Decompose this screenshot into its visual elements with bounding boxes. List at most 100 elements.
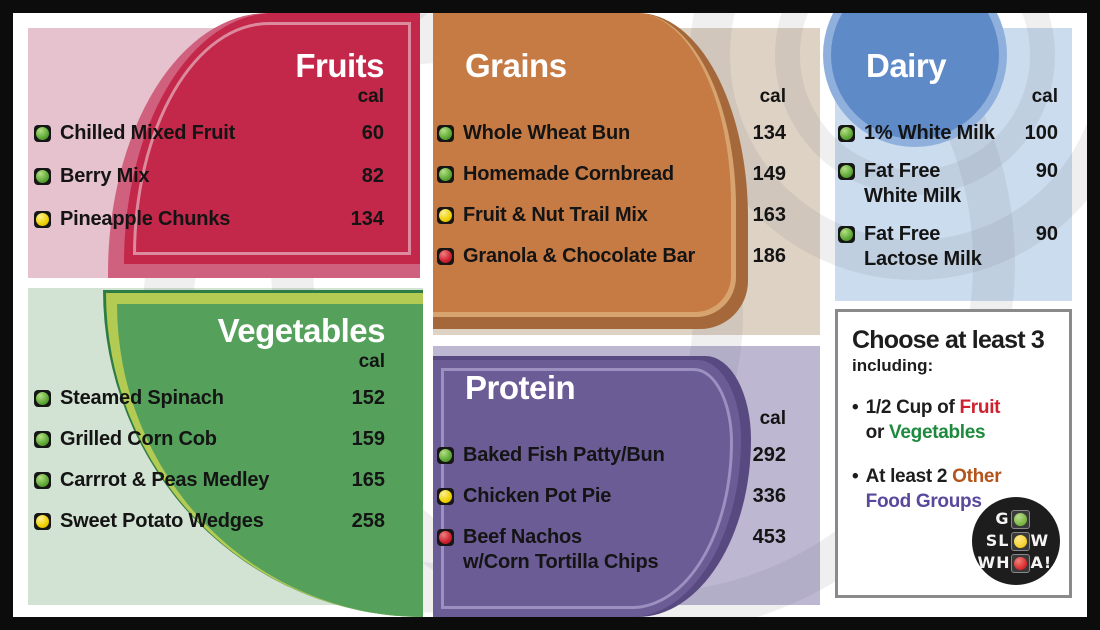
rule-text-part: At least 2 (865, 466, 953, 487)
item-calories: 90 (1035, 223, 1058, 245)
grains-item-list: Whole Wheat Bun 134 Homemade Cornbread 1… (437, 121, 786, 269)
logo-text: SL (985, 531, 1010, 550)
poster-frame: Fruits cal Chilled Mixed Fruit 60 Berry … (13, 13, 1087, 617)
fruits-item-list: Chilled Mixed Fruit 60 Berry Mix 82 Pine… (34, 121, 384, 232)
item-calories: 163 (752, 204, 786, 226)
item-name: Pineapple Chunks (60, 208, 231, 230)
item-calories: 82 (361, 165, 384, 187)
menu-item: Fat Free White Milk 90 (838, 159, 1058, 209)
item-name: Homemade Cornbread (463, 163, 674, 185)
rules-title: Choose at least 3 (852, 326, 1045, 354)
bullet-icon: • (852, 466, 859, 487)
green-light-icon (34, 168, 51, 185)
vegetables-section: Vegetables cal Steamed Spinach 152 Grill… (28, 288, 423, 605)
item-calories: 134 (752, 122, 786, 144)
menu-item: Grilled Corn Cob 159 (34, 427, 385, 452)
item-name: Whole Wheat Bun (463, 122, 630, 144)
green-light-icon (34, 390, 51, 407)
yellow-traffic-light-icon (1010, 531, 1030, 551)
fruits-section: Fruits cal Chilled Mixed Fruit 60 Berry … (28, 28, 420, 278)
item-calories: 159 (351, 428, 385, 450)
green-light-icon (838, 163, 855, 180)
item-calories: 149 (752, 163, 786, 185)
menu-item: Steamed Spinach 152 (34, 386, 385, 411)
fruits-cal-header: cal (357, 86, 384, 107)
green-light-icon (437, 447, 454, 464)
vegetables-title: Vegetables (217, 312, 386, 349)
item-calories: 165 (351, 469, 385, 491)
item-calories: 100 (1024, 122, 1058, 144)
item-calories: 336 (752, 485, 786, 507)
item-name: Granola & Chocolate Bar (463, 245, 696, 267)
bullet-icon: • (852, 397, 859, 418)
logo-text: W (1030, 531, 1050, 550)
protein-title: Protein (465, 369, 576, 406)
logo-text: WH (977, 553, 1011, 572)
logo-text: G (995, 509, 1010, 528)
item-name: Beef Nachos w/Corn Tortilla Chips (463, 526, 659, 573)
menu-item: Baked Fish Patty/Bun 292 (437, 443, 786, 468)
item-name: Steamed Spinach (60, 387, 224, 409)
grains-section: Grains cal Whole Wheat Bun 134 Homemade … (433, 28, 820, 335)
item-name: Chilled Mixed Fruit (60, 122, 236, 144)
red-traffic-light-icon (1010, 553, 1030, 573)
fruits-title: Fruits (295, 47, 384, 84)
item-name: Grilled Corn Cob (60, 428, 217, 450)
item-name: Fruit & Nut Trail Mix (463, 204, 648, 226)
yellow-light-icon (34, 513, 51, 530)
item-name: Chicken Pot Pie (463, 485, 612, 507)
menu-item: Fat Free Lactose Milk 90 (838, 222, 1058, 272)
item-name: Carrrot & Peas Medley (60, 469, 270, 491)
green-light-icon (34, 472, 51, 489)
yellow-light-icon (437, 207, 454, 224)
rule-bullet: • 1/2 Cup of Fruit or Vegetables (852, 395, 1057, 445)
rule-text-vegetables: Vegetables (889, 422, 986, 443)
grains-title: Grains (465, 47, 567, 84)
red-light-icon (437, 529, 454, 546)
logo-row: G (978, 508, 1055, 530)
rule-bullet: • At least 2 Other Food Groups (852, 464, 1057, 514)
menu-item: Whole Wheat Bun 134 (437, 121, 786, 146)
menu-item: Carrrot & Peas Medley 165 (34, 468, 385, 493)
yellow-light-icon (34, 211, 51, 228)
rule-text-fruit: Fruit (959, 397, 1001, 418)
item-calories: 292 (752, 444, 786, 466)
dairy-cal-header: cal (1031, 86, 1058, 107)
green-light-icon (437, 125, 454, 142)
menu-item: Beef Nachos w/Corn Tortilla Chips 453 (437, 525, 786, 575)
dairy-title: Dairy (866, 47, 947, 84)
rule-text-food-groups: Food Groups (865, 491, 982, 512)
green-light-icon (34, 125, 51, 142)
item-name: 1% White Milk (864, 122, 995, 144)
menu-item: Chicken Pot Pie 336 (437, 484, 786, 509)
menu-item: Sweet Potato Wedges 258 (34, 509, 385, 534)
rule-text-other: Other (952, 466, 1002, 487)
item-name: Fat Free Lactose Milk (864, 223, 982, 270)
menu-item: Chilled Mixed Fruit 60 (34, 121, 384, 146)
menu-item: Fruit & Nut Trail Mix 163 (437, 203, 786, 228)
rule-text-part: or (865, 422, 890, 443)
item-calories: 60 (361, 122, 384, 144)
item-calories: 258 (351, 510, 385, 532)
logo-row: WH A! (978, 552, 1055, 574)
item-calories: 453 (752, 526, 786, 548)
item-name: Berry Mix (60, 165, 150, 187)
menu-item: 1% White Milk 100 (838, 121, 1058, 146)
rule-text-part: 1/2 Cup of (865, 397, 960, 418)
vegetables-item-list: Steamed Spinach 152 Grilled Corn Cob 159… (34, 386, 385, 534)
rules-subtitle: including: (852, 356, 934, 375)
green-light-icon (34, 431, 51, 448)
protein-section: Protein cal Baked Fish Patty/Bun 292 Chi… (433, 346, 820, 605)
yellow-light-icon (437, 488, 454, 505)
dairy-section: Dairy cal 1% White Milk 100 Fat Free Whi… (835, 28, 1072, 301)
green-light-icon (838, 226, 855, 243)
menu-item: Homemade Cornbread 149 (437, 162, 786, 187)
menu-item: Granola & Chocolate Bar 186 (437, 244, 786, 269)
choose-rules-box: Choose at least 3 including: • 1/2 Cup o… (835, 309, 1072, 598)
item-name: Baked Fish Patty/Bun (463, 444, 665, 466)
red-light-icon (437, 248, 454, 265)
grains-plate-wedge (433, 13, 748, 329)
item-calories: 186 (752, 245, 786, 267)
rule-text: 1/2 Cup of Fruit or Vegetables (866, 395, 1001, 445)
